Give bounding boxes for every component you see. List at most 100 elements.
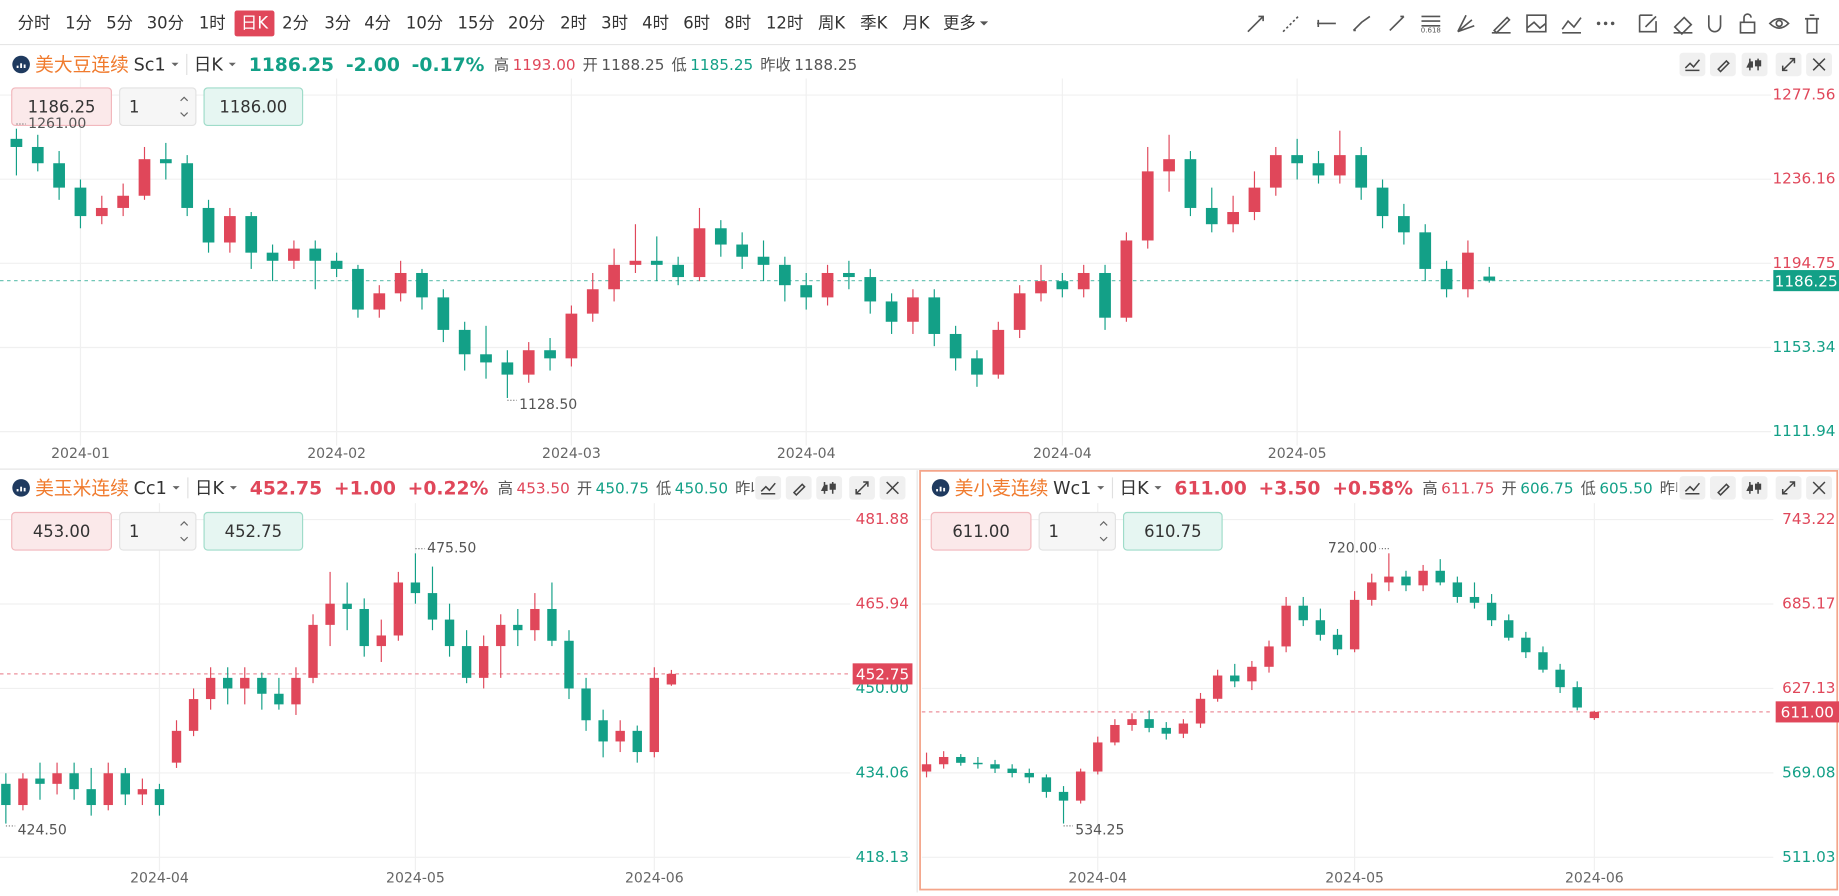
tool-icon[interactable]	[1596, 21, 1601, 26]
panel-button-icon[interactable]	[1812, 58, 1826, 71]
panel-button[interactable]	[1741, 52, 1768, 77]
candle-body	[1483, 276, 1496, 281]
tool-icon[interactable]	[1707, 15, 1722, 33]
period-tab[interactable]: 3时	[601, 14, 628, 33]
candle-body	[800, 285, 813, 298]
symbol-code[interactable]: Wc1	[1053, 479, 1091, 499]
period-tab[interactable]: 8时	[724, 14, 751, 33]
panel-button-icon[interactable]	[1717, 483, 1730, 496]
qty-spinner[interactable]	[1099, 521, 1108, 542]
panel-button-icon[interactable]	[1684, 482, 1701, 495]
tool-icon[interactable]	[1352, 15, 1371, 32]
tool-icon[interactable]	[1638, 14, 1657, 33]
panel-button[interactable]	[1679, 476, 1706, 500]
tool-icon[interactable]	[1247, 15, 1264, 33]
panel-button-icon[interactable]	[1781, 57, 1796, 72]
panel-button-icon[interactable]	[886, 481, 899, 495]
candle-body	[1120, 240, 1133, 318]
y-tick-label: 1277.56	[1772, 86, 1835, 104]
buy-box[interactable]	[1122, 511, 1223, 551]
period-select[interactable]: 日K	[1120, 479, 1150, 499]
period-tab[interactable]: 5分	[106, 14, 133, 33]
period-tab[interactable]: 更多	[943, 14, 976, 33]
buy-box[interactable]	[203, 511, 304, 551]
period-tab[interactable]: 20分	[508, 14, 545, 33]
symbol-name[interactable]: 美小麦连续	[955, 478, 1049, 500]
symbol-code[interactable]: Sc1	[134, 56, 166, 76]
tool-icon[interactable]	[1317, 19, 1336, 27]
panel-button-icon[interactable]	[1746, 482, 1762, 494]
panel-button-icon[interactable]	[760, 482, 776, 495]
qty-box[interactable]	[119, 511, 197, 551]
tool-icon[interactable]	[1739, 13, 1756, 34]
period-tab[interactable]: 日K	[241, 14, 269, 33]
tool-icon[interactable]	[1603, 21, 1608, 26]
panel-button[interactable]	[816, 476, 843, 500]
period-tab[interactable]: 4分	[364, 14, 391, 33]
candle-body	[1398, 216, 1410, 233]
buy-box[interactable]	[203, 87, 304, 127]
tool-icon[interactable]	[1673, 16, 1693, 36]
sell-box[interactable]	[11, 87, 113, 127]
candle-body	[1144, 719, 1154, 728]
period-tab[interactable]: 15分	[458, 14, 495, 33]
period-tab[interactable]: 30分	[147, 14, 184, 33]
candle-body	[672, 264, 684, 278]
tool-icon[interactable]	[1491, 16, 1511, 34]
period-tab[interactable]: 季K	[860, 14, 888, 33]
tool-icon[interactable]	[1768, 17, 1790, 29]
period-tab[interactable]: 4时	[642, 14, 669, 33]
panel-button-icon[interactable]	[820, 482, 836, 494]
tool-icon[interactable]	[1389, 15, 1405, 32]
symbol-name[interactable]: 美大豆连续	[35, 54, 129, 76]
candle-body	[821, 272, 834, 298]
period-select[interactable]: 日K	[195, 479, 225, 499]
period-tab[interactable]: 12时	[766, 14, 803, 33]
panel-button-icon[interactable]	[1717, 59, 1730, 73]
panel-button-icon[interactable]	[1812, 481, 1826, 495]
period-tab[interactable]: 月K	[902, 14, 930, 33]
period-tab[interactable]: 10分	[406, 14, 443, 33]
period-tab[interactable]: 分时	[18, 14, 51, 33]
candle-body	[437, 297, 450, 330]
candle-body	[1572, 687, 1582, 708]
panel-button-icon[interactable]	[1781, 481, 1796, 495]
panel-button-icon[interactable]	[792, 483, 806, 496]
period-tab[interactable]: 1分	[65, 14, 92, 33]
symbol-icon	[16, 65, 19, 69]
panel-button[interactable]	[1679, 52, 1706, 77]
panel-button-icon[interactable]	[1746, 58, 1762, 71]
candle-body	[461, 646, 472, 678]
sell-box[interactable]	[930, 511, 1032, 551]
sell-box[interactable]	[11, 511, 113, 551]
candle-body	[1315, 620, 1326, 635]
tool-icon[interactable]	[1282, 15, 1299, 33]
quote-label: 昨收	[1660, 480, 1690, 498]
period-tab[interactable]: 6时	[683, 14, 710, 33]
tool-icon[interactable]	[1561, 17, 1582, 34]
panel-header: 美大豆连续 Sc1 日K 1186.25 -2.00 -0.17% 高 1193.00 开 118…	[12, 53, 857, 76]
qty-box[interactable]	[119, 87, 197, 127]
panel-button[interactable]	[755, 476, 782, 500]
tool-icon[interactable]	[1421, 15, 1441, 27]
period-tab[interactable]: 2分	[282, 14, 309, 33]
qty-box[interactable]	[1038, 511, 1116, 551]
panel-button-icon[interactable]	[1684, 59, 1701, 72]
symbol-code[interactable]: Cc1	[134, 479, 167, 499]
qty-spinner[interactable]	[180, 96, 189, 117]
period-tab[interactable]: 1时	[199, 14, 226, 33]
symbol-name[interactable]: 美玉米连续	[35, 478, 129, 500]
period-select[interactable]: 日K	[194, 56, 224, 76]
panel-button[interactable]	[1741, 476, 1768, 500]
period-tab[interactable]: 2时	[560, 14, 587, 33]
tool-icon[interactable]	[1804, 14, 1820, 34]
qty-spinner[interactable]	[180, 521, 189, 542]
tool-icon[interactable]	[1610, 21, 1615, 26]
tool-icon[interactable]	[1457, 14, 1475, 33]
candle-body	[1024, 772, 1034, 778]
panel-button-icon[interactable]	[855, 481, 869, 495]
tool-icon[interactable]	[1526, 14, 1547, 33]
period-tab[interactable]: 周K	[818, 14, 846, 33]
period-tab[interactable]: 3分	[324, 14, 351, 33]
